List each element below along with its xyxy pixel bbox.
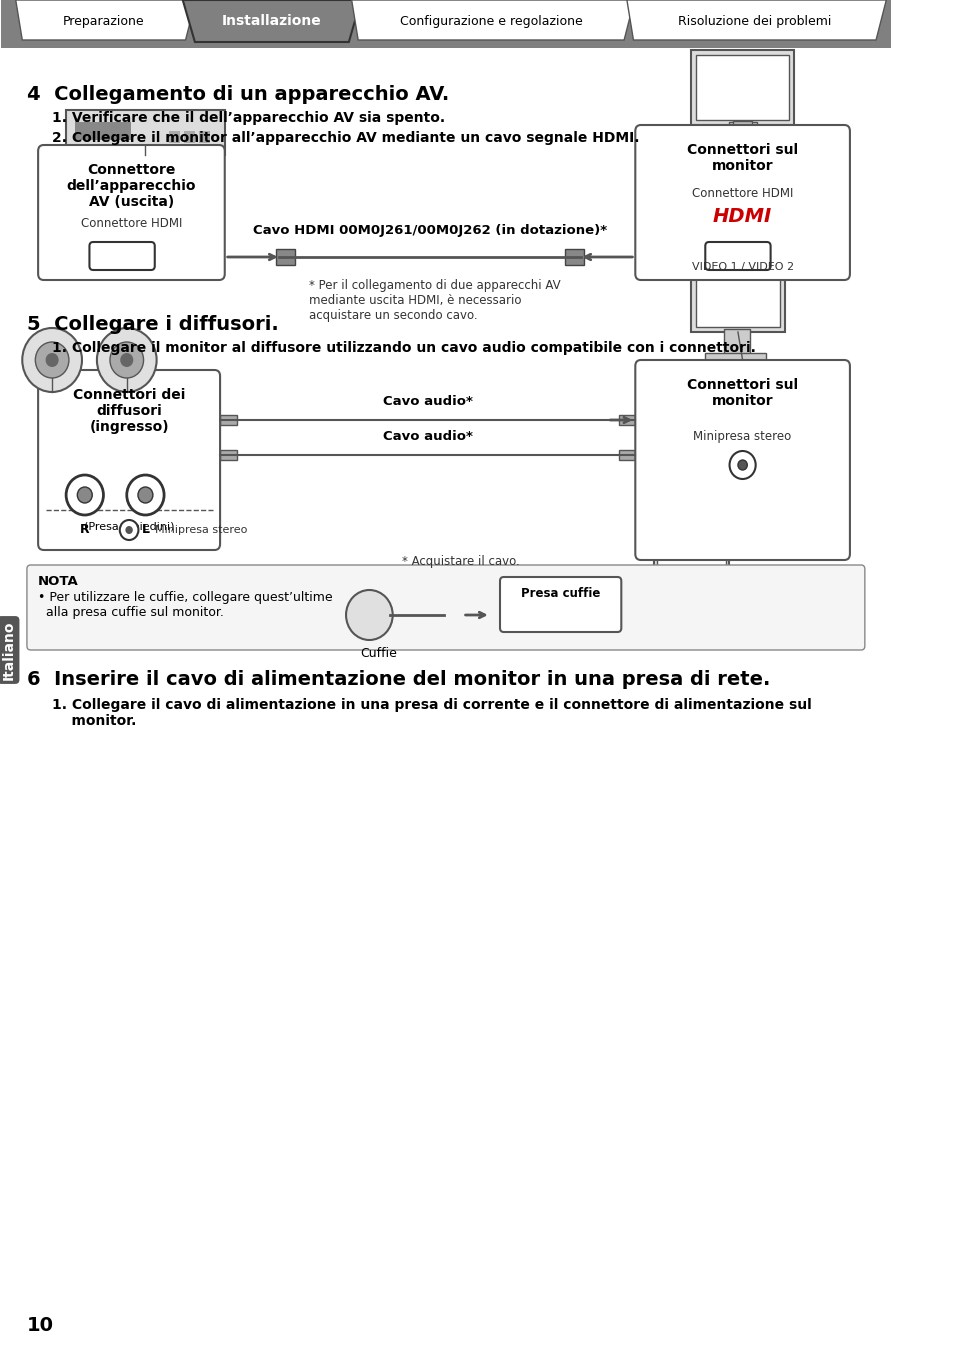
- Text: 4  Collegamento di un apparecchio AV.: 4 Collegamento di un apparecchio AV.: [27, 85, 449, 104]
- Polygon shape: [352, 0, 634, 40]
- Bar: [275, 248, 294, 265]
- Bar: [679, 606, 700, 626]
- Circle shape: [738, 460, 746, 470]
- Circle shape: [97, 328, 156, 392]
- Text: Cavo audio*: Cavo audio*: [382, 431, 472, 443]
- Text: * Acquistare il cavo.: * Acquistare il cavo.: [401, 555, 519, 568]
- Bar: [66, 109, 225, 155]
- Text: 1. Collegare il monitor al diffusore utilizzando un cavo audio compatibile con i: 1. Collegare il monitor al diffusore uti…: [52, 342, 755, 355]
- Text: (ingresso): (ingresso): [90, 420, 169, 433]
- Text: 6  Inserire il cavo di alimentazione del monitor in una presa di rete.: 6 Inserire il cavo di alimentazione del …: [27, 670, 769, 688]
- Circle shape: [125, 526, 132, 535]
- Text: monitor: monitor: [711, 394, 773, 408]
- Text: Risoluzione dei problemi: Risoluzione dei problemi: [678, 15, 831, 27]
- Circle shape: [77, 487, 92, 504]
- Bar: [696, 55, 788, 120]
- Text: diffusori: diffusori: [96, 404, 162, 418]
- Polygon shape: [15, 0, 195, 40]
- Text: NOTA: NOTA: [38, 575, 79, 589]
- Text: Cuffie: Cuffie: [360, 647, 396, 660]
- Text: Installazione: Installazione: [222, 14, 321, 28]
- FancyBboxPatch shape: [635, 360, 849, 560]
- Text: Connettore HDMI: Connettore HDMI: [691, 188, 793, 200]
- Text: L: L: [141, 522, 150, 536]
- Text: VIDEO 1 / VIDEO 2: VIDEO 1 / VIDEO 2: [691, 262, 793, 271]
- Text: 1. Verificare che il dell’apparecchio AV sia spento.: 1. Verificare che il dell’apparecchio AV…: [52, 111, 445, 126]
- Text: Cavo audio*: Cavo audio*: [382, 396, 472, 408]
- Bar: [704, 352, 765, 362]
- FancyBboxPatch shape: [38, 370, 220, 549]
- Circle shape: [35, 342, 69, 378]
- Bar: [654, 554, 728, 608]
- Circle shape: [120, 352, 133, 367]
- Bar: [728, 122, 756, 150]
- Bar: [691, 265, 783, 332]
- Bar: [184, 131, 194, 143]
- Text: Connettori sul: Connettori sul: [686, 378, 798, 392]
- Circle shape: [729, 451, 755, 479]
- Bar: [666, 624, 713, 632]
- FancyBboxPatch shape: [635, 126, 849, 279]
- Circle shape: [46, 352, 58, 367]
- Bar: [85, 150, 92, 155]
- Bar: [723, 329, 749, 355]
- Text: 1. Collegare il cavo di alimentazione in una presa di corrente e il connettore d: 1. Collegare il cavo di alimentazione in…: [52, 698, 811, 728]
- Bar: [220, 450, 236, 460]
- Circle shape: [22, 328, 82, 392]
- Bar: [656, 556, 725, 605]
- Bar: [733, 122, 751, 130]
- Polygon shape: [626, 0, 885, 40]
- Bar: [201, 150, 209, 155]
- Bar: [1, 0, 890, 49]
- Text: 5  Collegare i diffusori.: 5 Collegare i diffusori.: [27, 315, 278, 333]
- Text: Minipresa stereo: Minipresa stereo: [155, 525, 248, 535]
- Text: Connettore HDMI: Connettore HDMI: [81, 217, 182, 230]
- Text: dell’apparecchio: dell’apparecchio: [67, 180, 196, 193]
- Circle shape: [138, 487, 152, 504]
- Text: monitor: monitor: [711, 159, 773, 173]
- Circle shape: [120, 520, 138, 540]
- Text: Connettori sul: Connettori sul: [686, 143, 798, 157]
- Circle shape: [66, 475, 103, 514]
- Text: Presa cuffie: Presa cuffie: [520, 587, 599, 599]
- Bar: [696, 269, 780, 327]
- Bar: [220, 414, 236, 425]
- Bar: [618, 450, 635, 460]
- Bar: [441, 610, 458, 620]
- Text: Connettori dei: Connettori dei: [72, 387, 185, 402]
- Circle shape: [127, 475, 164, 514]
- Bar: [198, 131, 210, 143]
- FancyBboxPatch shape: [704, 242, 770, 270]
- Bar: [75, 122, 132, 140]
- Text: Preparazione: Preparazione: [63, 15, 145, 27]
- Text: AV (uscita): AV (uscita): [89, 194, 173, 209]
- Text: R: R: [80, 522, 90, 536]
- Text: Connettore: Connettore: [87, 163, 175, 177]
- FancyBboxPatch shape: [499, 576, 620, 632]
- Bar: [709, 147, 775, 157]
- Text: * Per il collegamento di due apparecchi AV
mediante uscita HDMI, è necessario
ac: * Per il collegamento di due apparecchi …: [309, 279, 559, 323]
- Bar: [691, 50, 793, 126]
- FancyBboxPatch shape: [27, 566, 864, 649]
- Text: Italiano: Italiano: [1, 620, 15, 680]
- Bar: [565, 248, 583, 265]
- Text: Minipresa stereo: Minipresa stereo: [693, 431, 791, 443]
- Bar: [99, 248, 145, 263]
- FancyBboxPatch shape: [38, 144, 225, 279]
- Bar: [618, 414, 635, 425]
- Circle shape: [110, 342, 143, 378]
- Text: • Per utilizzare le cuffie, collegare quest’ultime
  alla presa cuffie sul monit: • Per utilizzare le cuffie, collegare qu…: [38, 591, 333, 620]
- Bar: [714, 248, 760, 263]
- Text: Configurazione e regolazione: Configurazione e regolazione: [399, 15, 582, 27]
- Bar: [169, 131, 180, 143]
- FancyBboxPatch shape: [90, 242, 154, 270]
- Text: 2. Collegare il monitor all’apparecchio AV mediante un cavo segnale HDMI.: 2. Collegare il monitor all’apparecchio …: [52, 131, 639, 144]
- Polygon shape: [183, 0, 360, 42]
- Text: (Presa a piedini): (Presa a piedini): [84, 522, 174, 532]
- Circle shape: [346, 590, 393, 640]
- Text: 10: 10: [27, 1316, 54, 1335]
- Text: Cavo HDMI 00M0J261/00M0J262 (in dotazione)*: Cavo HDMI 00M0J261/00M0J262 (in dotazion…: [253, 224, 606, 238]
- Text: HDMI: HDMI: [712, 207, 771, 225]
